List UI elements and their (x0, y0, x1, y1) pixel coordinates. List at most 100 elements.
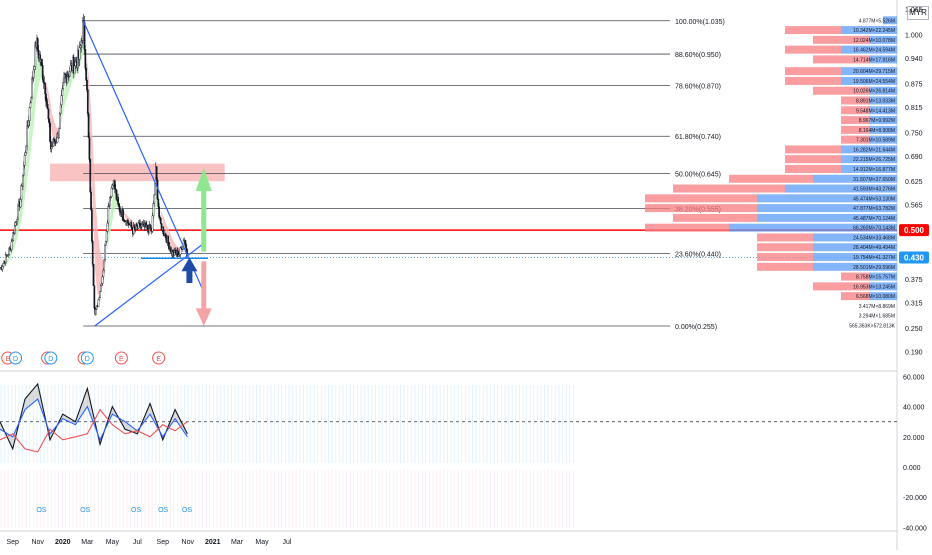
candle-body (168, 236, 169, 242)
candle-body (108, 206, 109, 223)
volume-profile-label: 28.501M×29.596M (853, 265, 895, 271)
candle-body (102, 277, 103, 284)
ma-ribbon-segment (47, 85, 48, 96)
osc-tick-label: 60.000 (903, 374, 925, 381)
candle-body (105, 241, 106, 245)
currency-label[interactable]: MYR (907, 6, 929, 20)
time-tick-label: 2021 (205, 539, 221, 546)
candle-body (103, 270, 104, 276)
volume-profile-label: 8.758M×15.757M (856, 275, 895, 281)
volume-profile-label: 28.404M×49.494M (853, 245, 895, 251)
volume-profile-label: 19.506M×24.554M (853, 79, 895, 85)
volume-profile-label: 22.215M×26.725M (853, 157, 895, 163)
ma-ribbon-segment (164, 219, 165, 229)
volume-profile-label: 3.294M×1.685M (859, 314, 895, 320)
candle-body (131, 227, 132, 229)
osc-tick-label: -20.000 (903, 495, 927, 502)
time-tick-label: Nov (182, 539, 195, 546)
ma-ribbon-segment (16, 226, 17, 241)
candle-body (158, 207, 159, 217)
volume-profile-label: 8.891M×13.033M (856, 99, 895, 105)
ma-ribbon-segment (55, 123, 56, 140)
price-tick-label: 0.875 (905, 81, 923, 88)
ma-ribbon-segment (28, 138, 29, 175)
ma-ribbon-segment (109, 217, 110, 240)
ma-ribbon-segment (71, 71, 72, 87)
volume-profile-label: 8.164M×8.908M (859, 128, 895, 134)
candle-body (98, 300, 99, 307)
candle-body (106, 231, 107, 241)
volume-profile-label: 16.953M×13.245M (853, 284, 895, 290)
volume-profile-down-bar (785, 165, 841, 173)
dividend-marker-label: D (85, 356, 90, 363)
ma-ribbon-segment (36, 57, 37, 102)
ma-ribbon-segment (66, 84, 67, 102)
ma-ribbon-segment (52, 115, 53, 137)
ma-ribbon-segment (63, 94, 64, 114)
ma-ribbon-segment (24, 176, 25, 206)
ma-ribbon-segment (155, 193, 156, 215)
volume-profile-label: 14.912M×16.877M (853, 167, 895, 173)
ma-ribbon-segment (125, 212, 126, 218)
volume-profile-label: 41.593M×43.276M (853, 187, 895, 193)
candle-body (89, 138, 90, 159)
os-marker: OS (158, 507, 168, 514)
candle-body (60, 105, 61, 114)
candle-body (30, 103, 31, 108)
candle-body (119, 207, 120, 212)
price-tick-label: 0.190 (905, 349, 923, 356)
candle-body (12, 240, 13, 241)
volume-profile-label: 6.568M×10.080M (856, 294, 895, 300)
candle-body (47, 104, 48, 109)
ma-ribbon-segment (34, 71, 35, 118)
candle-body (153, 204, 154, 216)
ma-ribbon-segment (30, 122, 31, 162)
volume-profile-label: 565.363K×572.813K (849, 324, 895, 330)
time-tick-label: May (255, 539, 269, 546)
candle-body (107, 223, 108, 231)
ma-ribbon-segment (162, 212, 163, 219)
candle-body (22, 175, 23, 186)
candle-body (11, 242, 12, 250)
candle-body (90, 192, 91, 210)
candle-body (127, 220, 128, 223)
breakout-arrow[interactable] (181, 258, 197, 283)
volume-profile-label: 3.417M×8.869M (859, 304, 895, 310)
candle-body (31, 79, 32, 98)
volume-profile-label: 16.282M×21.644M (853, 147, 895, 153)
ma-ribbon-segment (94, 176, 95, 269)
trendline-ascending[interactable] (95, 242, 206, 326)
time-tick-label: Jul (133, 539, 142, 546)
ma-ribbon-segment (125, 213, 126, 220)
candle-body (111, 188, 112, 197)
candle-body (34, 67, 35, 70)
ma-ribbon-segment (107, 233, 108, 250)
volume-profile-label: 4.877M×5.526M (859, 18, 895, 24)
candle-body (3, 263, 4, 266)
candle-body (26, 146, 27, 153)
ma-ribbon-segment (129, 217, 130, 223)
time-tick-label: 2020 (55, 539, 71, 546)
ma-ribbon-segment (34, 83, 35, 125)
candle-body (85, 49, 86, 68)
candle-body (87, 90, 88, 114)
earnings-marker-label: E (119, 356, 124, 363)
volume-profile-down-bar (645, 204, 757, 212)
volume-profile-label: 14.714M×17.916M (853, 57, 895, 63)
price-tick-label: 0.625 (905, 179, 923, 186)
resistance-zone[interactable] (50, 164, 225, 182)
volume-profile-down-bar (729, 175, 813, 183)
ma-ribbon-segment (16, 229, 17, 244)
volume-profile-down-bar (785, 46, 841, 54)
volume-profile-down-bar (757, 243, 813, 251)
candle-body (156, 167, 157, 180)
candle-body (118, 204, 119, 206)
candle-body (15, 222, 16, 225)
ma-ribbon-segment (98, 229, 99, 295)
price-tick-label: 0.315 (905, 301, 923, 308)
ma-ribbon-segment (106, 251, 107, 259)
price-tick-label: 0.565 (905, 203, 923, 210)
target-down-arrowhead[interactable] (196, 308, 212, 326)
